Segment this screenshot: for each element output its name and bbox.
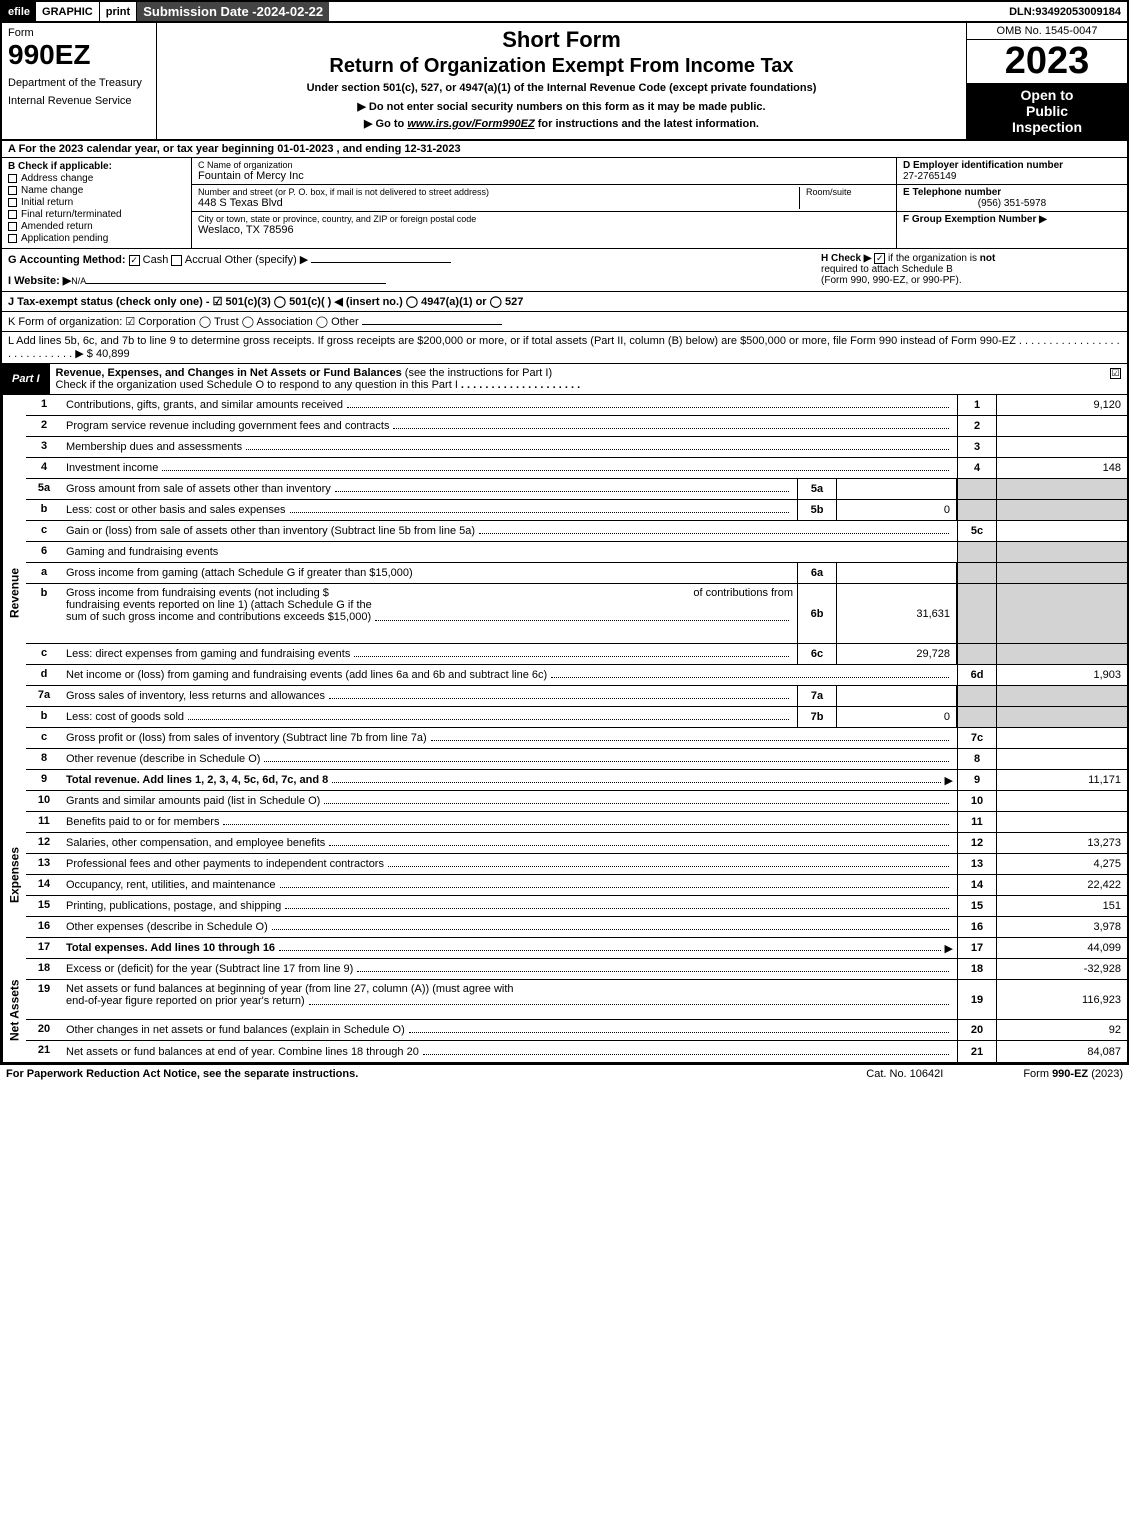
row-g-h: G Accounting Method: ✓ Cash Accrual Othe…: [0, 249, 1129, 292]
telephone: (956) 351-5978: [903, 198, 1121, 209]
row-j: J Tax-exempt status (check only one) - ☑…: [0, 292, 1129, 312]
gross-receipts: 40,899: [96, 348, 130, 360]
group-exemption: F Group Exemption Number ▶: [903, 214, 1121, 225]
line-11-val: [997, 812, 1127, 832]
dept-irs: Internal Revenue Service: [8, 95, 150, 107]
dept-treasury: Department of the Treasury: [8, 77, 150, 89]
line-5b-val: 0: [837, 500, 957, 520]
line-6d-val: 1,903: [997, 665, 1127, 685]
line-4-val: 148: [997, 458, 1127, 478]
efile-badge: efile: [2, 2, 36, 21]
org-name: Fountain of Mercy Inc: [198, 170, 890, 182]
line-14-val: 22,422: [997, 875, 1127, 895]
chk-cash[interactable]: ✓: [129, 255, 140, 266]
line-7a-val: [837, 686, 957, 706]
chk-address-change[interactable]: [8, 174, 17, 183]
return-title: Return of Organization Exempt From Incom…: [163, 55, 960, 78]
chk-accrual[interactable]: [171, 255, 182, 266]
col-b-checkboxes: B Check if applicable: Address change Na…: [2, 158, 192, 248]
line-19-val: 116,923: [997, 980, 1127, 1019]
org-street: 448 S Texas Blvd: [198, 197, 799, 209]
line-1-val: 9,120: [997, 395, 1127, 415]
line-8-val: [997, 749, 1127, 769]
line-10-val: [997, 791, 1127, 811]
org-city: Weslaco, TX 78596: [198, 224, 890, 236]
line-3-val: [997, 437, 1127, 457]
chk-schedule-b[interactable]: ✓: [874, 253, 885, 264]
line-20-val: 92: [997, 1020, 1127, 1040]
row-k: K Form of organization: ☑ Corporation ◯ …: [0, 312, 1129, 332]
chk-final-return[interactable]: [8, 210, 17, 219]
line-6b-val: 31,631: [837, 584, 957, 643]
line-17-val: 44,099: [997, 938, 1127, 958]
irs-link[interactable]: www.irs.gov/Form990EZ: [407, 118, 534, 130]
top-bar: efile GRAPHIC print Submission Date - 20…: [0, 0, 1129, 23]
line-6c-val: 29,728: [837, 644, 957, 664]
line-7b-val: 0: [837, 707, 957, 727]
dln: DLN: 93492053009184: [1003, 2, 1127, 21]
chk-application-pending[interactable]: [8, 234, 17, 243]
line-5c-val: [997, 521, 1127, 541]
chk-initial-return[interactable]: [8, 198, 17, 207]
line-21-val: 84,087: [997, 1041, 1127, 1062]
part-1-header: Part I Revenue, Expenses, and Changes in…: [0, 364, 1129, 395]
open-public-inspection: Open toPublicInspection: [967, 83, 1127, 139]
row-h: H Check ▶ ✓ if the organization is not r…: [821, 253, 1121, 287]
row-a-taxyear: A For the 2023 calendar year, or tax yea…: [0, 141, 1129, 158]
form-word: Form: [8, 27, 150, 39]
line-18-val: -32,928: [997, 959, 1127, 979]
line-6a-val: [837, 563, 957, 583]
short-form-title: Short Form: [163, 27, 960, 53]
line-15-val: 151: [997, 896, 1127, 916]
netassets-label: Net Assets: [2, 959, 26, 1062]
website: N/A: [71, 276, 86, 286]
col-def: D Employer identification number 27-2765…: [897, 158, 1127, 248]
catalog-number: Cat. No. 10642I: [866, 1068, 943, 1080]
graphic-label: GRAPHIC: [36, 2, 100, 21]
subtitle-goto: ▶ Go to www.irs.gov/Form990EZ for instru…: [163, 117, 960, 130]
omb-number: OMB No. 1545-0047: [967, 23, 1127, 40]
line-7c-val: [997, 728, 1127, 748]
col-c-org: C Name of organization Fountain of Mercy…: [192, 158, 897, 248]
subtitle-ssn: ▶ Do not enter social security numbers o…: [163, 100, 960, 113]
chk-schedule-o[interactable]: ☑: [1110, 368, 1121, 379]
tax-year: 2023: [967, 40, 1127, 83]
submission-date: Submission Date - 2024-02-22: [137, 2, 329, 21]
chk-amended-return[interactable]: [8, 222, 17, 231]
line-9-val: 11,171: [997, 770, 1127, 790]
ein: 27-2765149: [903, 171, 1121, 182]
line-2-val: [997, 416, 1127, 436]
section-b-c-def: B Check if applicable: Address change Na…: [0, 158, 1129, 249]
line-16-val: 3,978: [997, 917, 1127, 937]
line-13-val: 4,275: [997, 854, 1127, 874]
form-number: 990EZ: [8, 39, 150, 71]
print-button[interactable]: print: [100, 2, 137, 21]
row-l: L Add lines 5b, 6c, and 7b to line 9 to …: [0, 332, 1129, 364]
page-footer: For Paperwork Reduction Act Notice, see …: [0, 1064, 1129, 1083]
expenses-label: Expenses: [2, 791, 26, 959]
line-12-val: 13,273: [997, 833, 1127, 853]
line-5a-val: [837, 479, 957, 499]
chk-name-change[interactable]: [8, 186, 17, 195]
subtitle-code: Under section 501(c), 527, or 4947(a)(1)…: [163, 82, 960, 94]
form-header: Form 990EZ Department of the Treasury In…: [0, 23, 1129, 141]
revenue-label: Revenue: [2, 395, 26, 791]
